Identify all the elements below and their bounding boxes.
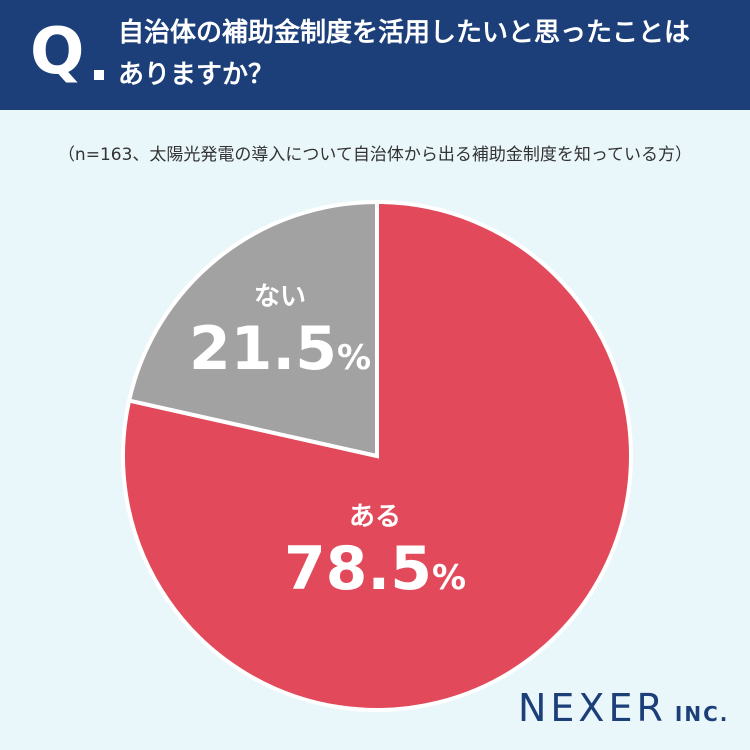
logo-sub: INC. bbox=[674, 702, 730, 726]
slice-name-nai: ない bbox=[253, 282, 306, 312]
slice-value-aru: 78.5% bbox=[283, 534, 467, 604]
slice-label-nai: ない 21.5% bbox=[160, 280, 400, 393]
q-mark: Q bbox=[30, 15, 85, 89]
question-text: 自治体の補助金制度を活用したいと思ったことは ありますか？ bbox=[118, 12, 738, 96]
question-line-1: 自治体の補助金制度を活用したいと思ったことは bbox=[118, 18, 691, 48]
sample-note: （n=163、太陽光発電の導入について自治体から出る補助金制度を知っている方） bbox=[57, 145, 693, 165]
logo-main: NEXER bbox=[518, 686, 667, 730]
question-line-2: ありますか？ bbox=[118, 60, 275, 90]
pie-slice-1 bbox=[126, 199, 379, 459]
slice-name-aru: ある bbox=[348, 502, 401, 532]
slice-value-nai: 21.5% bbox=[188, 314, 372, 384]
question-header: Q 自治体の補助金制度を活用したいと思ったことは ありますか？ bbox=[0, 0, 750, 110]
pie-slice-0 bbox=[121, 199, 633, 712]
nexer-logo: NEXER INC. bbox=[518, 686, 729, 730]
q-dot bbox=[94, 70, 104, 80]
slice-label-aru: ある 78.5% bbox=[255, 500, 495, 613]
